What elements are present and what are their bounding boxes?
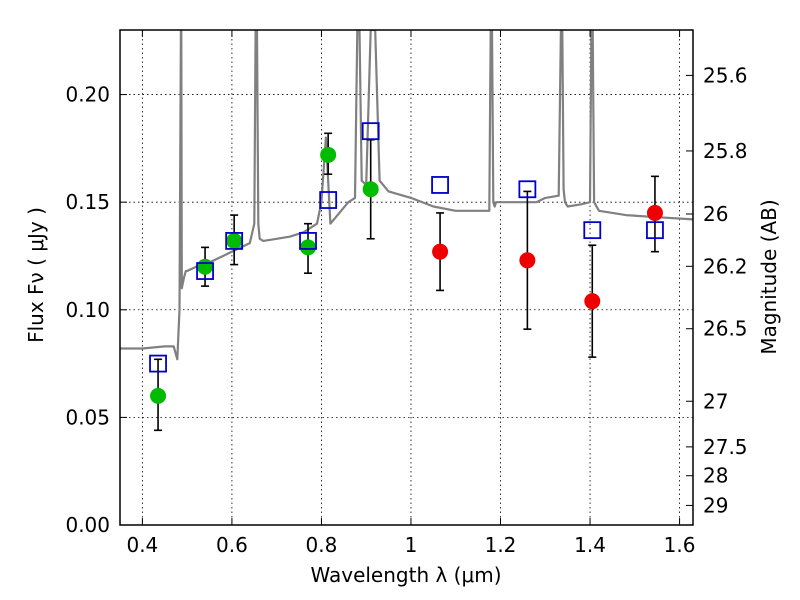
data-point	[300, 239, 317, 256]
mag-tick-label: 26	[703, 202, 728, 226]
data-point	[584, 293, 601, 310]
model-square	[431, 176, 449, 194]
mag-tick-label: 25.6	[703, 63, 748, 87]
spectrum-layer	[120, 30, 693, 361]
model-square	[319, 191, 338, 209]
spectrum-line	[120, 30, 693, 361]
model-square	[196, 262, 214, 280]
model-square	[299, 232, 317, 250]
mag-tick-label: 29	[703, 493, 728, 517]
x-tick-label: 1	[405, 533, 418, 557]
data-point	[432, 243, 449, 260]
data-point	[646, 204, 663, 221]
ticks: 0.4 0.6 0.8 1 1.2 1.4 1.6 0.00 0.05 0.10 0.15 0.20 2…	[65, 30, 748, 557]
mag-tick-label: 27.5	[703, 435, 748, 459]
model-square	[583, 221, 602, 240]
data-point	[226, 232, 243, 249]
y-axis-label: Flux Fν ( μJy )	[24, 207, 48, 343]
x-tick-label: 1.2	[485, 533, 517, 557]
model-square	[518, 180, 537, 199]
data-point	[362, 181, 379, 198]
x-tick-label: 0.8	[306, 533, 338, 557]
y-tick-label: 0.05	[65, 405, 110, 429]
data-point	[320, 146, 337, 163]
data-point	[197, 258, 214, 275]
x-tick-label: 0.4	[126, 533, 158, 557]
mag-tick-label: 28	[703, 464, 728, 488]
model-square	[225, 232, 244, 250]
data-point	[150, 387, 167, 404]
errorbar-layer	[154, 132, 659, 432]
model-square	[361, 122, 380, 141]
model-square	[646, 221, 664, 240]
mag-tick-label: 25.8	[703, 139, 748, 163]
mag-tick-label: 26.5	[703, 317, 748, 341]
y-tick-label: 0.00	[65, 513, 110, 537]
x-axis-label: Wavelength λ (μm)	[310, 563, 501, 587]
mag-tick-label: 26.2	[703, 254, 748, 278]
y-tick-label: 0.20	[65, 83, 110, 107]
plot-frame	[119, 29, 694, 526]
data-point	[519, 252, 536, 269]
x-tick-label: 1.4	[574, 533, 606, 557]
y-tick-label: 0.10	[65, 298, 110, 322]
y2-axis-label: Magnitude (AB)	[757, 199, 781, 354]
x-tick-label: 1.6	[664, 533, 696, 557]
model-square	[149, 354, 167, 373]
grid	[120, 30, 693, 526]
x-tick-label: 0.6	[216, 533, 248, 557]
y-tick-label: 0.15	[65, 190, 110, 214]
mag-tick-label: 27	[703, 389, 728, 413]
marker-layer	[149, 122, 664, 404]
